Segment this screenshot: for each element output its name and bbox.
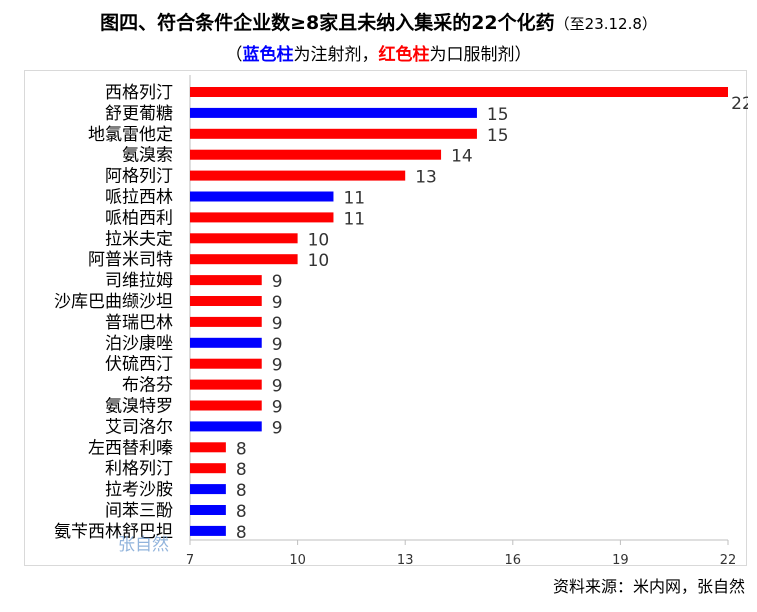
data-label: 9 — [272, 335, 283, 355]
x-tick-label: 22 — [720, 553, 737, 567]
category-label: 地氯雷他定 — [88, 125, 173, 145]
category-label: 氨溴索 — [122, 146, 173, 166]
bar — [190, 400, 262, 411]
category-label: 西格列汀 — [105, 83, 173, 103]
bar — [190, 191, 334, 202]
category-label: 艾司洛尔 — [105, 417, 173, 437]
category-label: 拉米夫定 — [105, 229, 173, 249]
category-label: 阿普米司特 — [88, 250, 173, 270]
category-label: 阿格列汀 — [105, 167, 173, 187]
x-tick-label: 10 — [289, 553, 306, 567]
bar — [190, 421, 262, 432]
data-label: 15 — [487, 105, 509, 125]
data-label: 9 — [272, 356, 283, 376]
data-label: 8 — [236, 460, 247, 480]
bar — [190, 107, 477, 118]
data-label: 11 — [343, 209, 365, 229]
bar — [190, 358, 262, 369]
category-label: 左西替利嗪 — [88, 438, 173, 458]
chart-title: 图四、符合条件企业数≥8家且未纳入集采的22个化药（至23.12.8） — [0, 8, 757, 35]
bar — [190, 505, 226, 515]
category-label: 氨溴特罗 — [105, 397, 173, 417]
bar — [190, 525, 226, 536]
watermark: 张自然 — [118, 535, 169, 555]
bar — [190, 233, 298, 244]
category-label: 司维拉姆 — [105, 271, 173, 291]
bar — [190, 296, 262, 306]
data-label: 9 — [272, 272, 283, 292]
category-label: 间苯三酚 — [105, 501, 173, 521]
subtitle-mid: 为注射剂， — [293, 45, 379, 65]
x-tick-label: 16 — [505, 553, 522, 567]
data-label: 9 — [272, 377, 283, 397]
data-label: 11 — [343, 189, 365, 209]
subtitle-red-label: 红色柱 — [378, 45, 430, 65]
category-label: 拉考沙胺 — [105, 480, 173, 500]
x-tick-label: 7 — [186, 553, 194, 567]
bar — [190, 337, 262, 348]
category-label: 哌拉西林 — [105, 188, 173, 208]
bar — [190, 128, 477, 139]
source-note: 资料来源：米内网，张自然 — [552, 577, 745, 596]
data-label: 9 — [272, 398, 283, 418]
subtitle-blue-label: 蓝色柱 — [242, 45, 294, 65]
bar-chart: 西格列汀 22 舒更葡糖 15 地氯雷他定 15 氨溴索 14 阿格列汀 13 哌拉西林 11 哌柏西利… — [54, 75, 748, 567]
category-label: 利格列汀 — [105, 459, 173, 479]
category-label: 伏硫西汀 — [105, 355, 173, 375]
bar — [190, 442, 226, 453]
data-label: 13 — [415, 168, 437, 188]
data-label: 9 — [272, 418, 283, 438]
bar — [190, 275, 262, 286]
bar — [190, 316, 262, 327]
subtitle-open: （ — [225, 45, 243, 65]
data-label: 9 — [272, 314, 283, 334]
data-label: 8 — [236, 481, 247, 501]
category-label: 哌柏西利 — [105, 208, 173, 228]
chart-subtitle: （蓝色柱为注射剂，红色柱为口服制剂） — [0, 40, 757, 65]
bar — [190, 212, 334, 223]
category-label: 氨苄西林舒巴坦 — [54, 522, 173, 542]
category-label: 舒更葡糖 — [105, 104, 173, 124]
data-label: 14 — [451, 147, 473, 167]
category-label: 泊沙康唑 — [105, 334, 173, 354]
bar — [190, 463, 226, 474]
x-tick-label: 13 — [397, 553, 414, 567]
category-label: 沙库巴曲缬沙坦 — [54, 292, 173, 312]
data-label: 22 — [731, 94, 748, 114]
subtitle-end: 为口服制剂） — [429, 45, 532, 65]
data-label: 10 — [308, 230, 330, 250]
data-label: 15 — [487, 126, 509, 146]
category-label: 布洛芬 — [122, 376, 173, 396]
bar — [190, 379, 262, 390]
x-tick-label: 19 — [612, 553, 629, 567]
bar — [190, 170, 406, 181]
chart-frame: 西格列汀 22 舒更葡糖 15 地氯雷他定 15 氨溴索 14 阿格列汀 13 哌拉西林 11 哌柏西利… — [24, 70, 748, 567]
data-label: 8 — [236, 523, 247, 543]
category-label: 普瑞巴林 — [105, 313, 173, 333]
bar — [190, 484, 226, 495]
bar — [190, 149, 442, 160]
data-label: 8 — [236, 502, 247, 522]
chart-title-date: （至23.12.8） — [554, 15, 657, 33]
data-label: 8 — [236, 439, 247, 459]
bar — [190, 254, 298, 265]
data-label: 10 — [308, 251, 330, 271]
chart-title-main: 图四、符合条件企业数≥8家且未纳入集采的22个化药 — [100, 12, 555, 34]
data-label: 9 — [272, 293, 283, 313]
bar — [190, 87, 728, 97]
